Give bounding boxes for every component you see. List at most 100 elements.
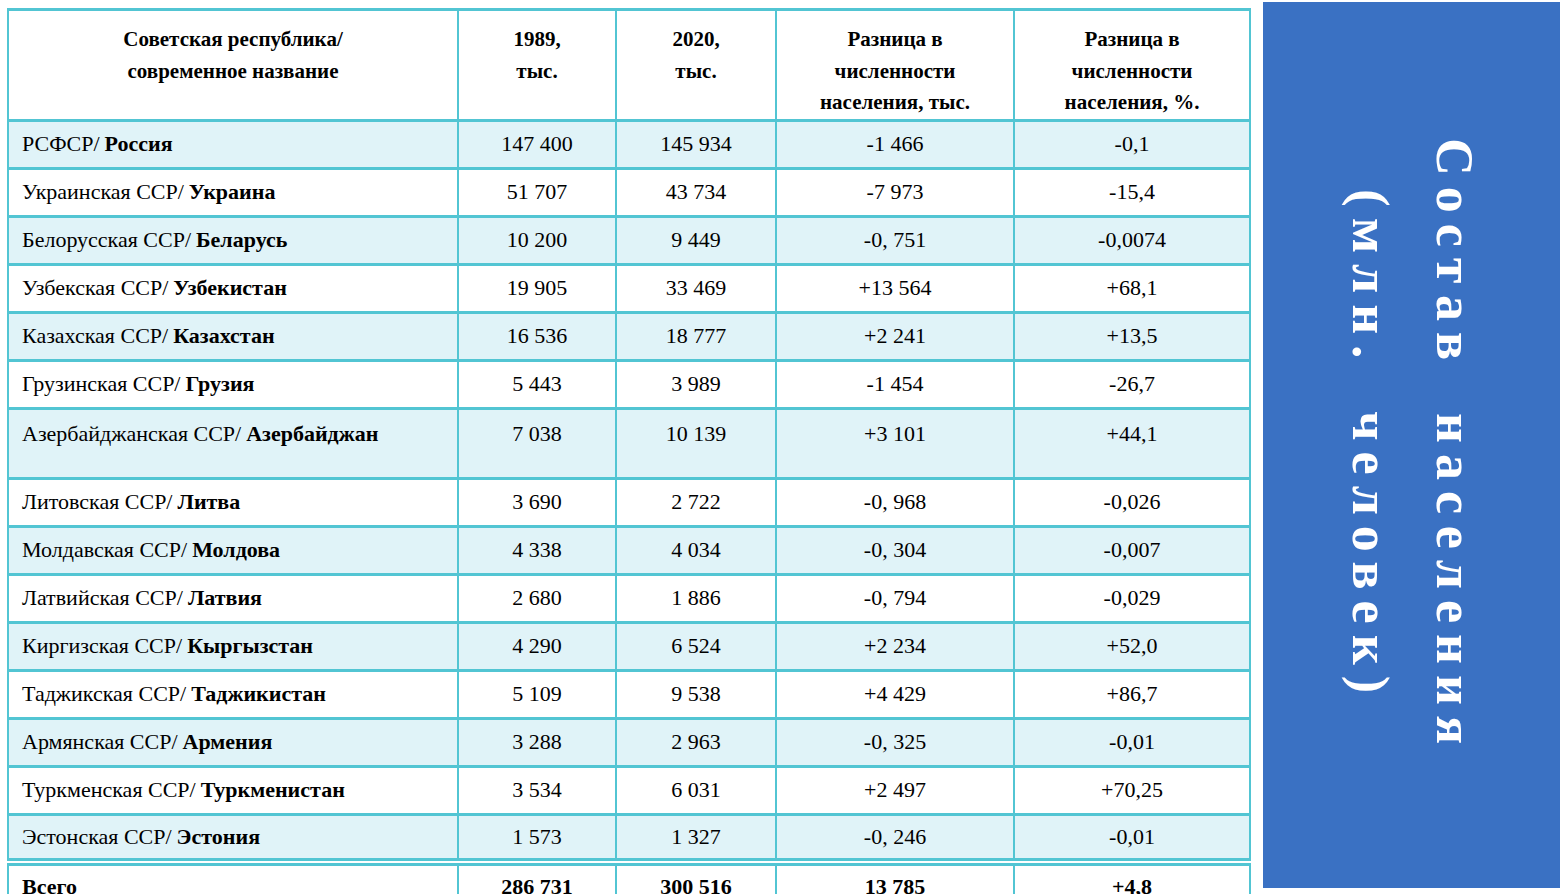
table-row: Армянская ССР/Армения3 2882 963-0, 325-0… — [8, 718, 1250, 766]
diff-thousands-cell: -0, 751 — [776, 216, 1014, 264]
diff-thousands-cell: +2 241 — [776, 312, 1014, 360]
republic-soviet-name: Туркменская ССР/ — [22, 777, 196, 802]
diff-percent-cell: -0,1 — [1014, 120, 1250, 168]
pop-1989-cell: 147 400 — [458, 120, 616, 168]
col-header-republic-line2: современное название — [15, 56, 451, 88]
republic-soviet-name: Грузинская ССР/ — [22, 371, 180, 396]
pop-1989-cell: 5 109 — [458, 670, 616, 718]
diff-percent-cell: +13,5 — [1014, 312, 1250, 360]
republic-modern-name: Узбекистан — [173, 275, 287, 300]
diff-thousands-cell: 13 785 — [776, 862, 1014, 894]
republic-cell: Украинская ССР/Украина — [8, 168, 458, 216]
pop-2020-cell: 2 722 — [616, 478, 776, 526]
diff-thousands-cell: +2 234 — [776, 622, 1014, 670]
republic-modern-name: Всего — [22, 874, 77, 894]
col-header-1989: 1989, тыс. — [458, 10, 616, 121]
pop-2020-cell: 18 777 — [616, 312, 776, 360]
table-row: Таджикская ССР/Таджикистан5 1099 538+4 4… — [8, 670, 1250, 718]
diff-percent-cell: +44,1 — [1014, 408, 1250, 478]
col-header-republic-line1: Советская республика/ — [15, 24, 451, 56]
table-row: РСФСР/Россия147 400145 934-1 466-0,1 — [8, 120, 1250, 168]
republic-soviet-name: Литовская ССР/ — [22, 489, 172, 514]
republic-cell: Узбекская ССР/Узбекистан — [8, 264, 458, 312]
republic-cell: Туркменская ССР/Туркменистан — [8, 766, 458, 814]
republic-soviet-name: Азербайджанская ССР/ — [22, 421, 241, 446]
diff-percent-cell: -0,026 — [1014, 478, 1250, 526]
col-header-1989-line1: 1989, — [465, 24, 609, 56]
republic-modern-name: Грузия — [185, 371, 254, 396]
table-row: Молдавская ССР/Молдова4 3384 034-0, 304-… — [8, 526, 1250, 574]
republic-cell: Таджикская ССР/Таджикистан — [8, 670, 458, 718]
pop-1989-cell: 16 536 — [458, 312, 616, 360]
republic-cell: Латвийская ССР/Латвия — [8, 574, 458, 622]
republic-cell: Эстонская ССР/Эстония — [8, 814, 458, 862]
pop-2020-cell: 6 524 — [616, 622, 776, 670]
republic-cell: Молдавская ССР/Молдова — [8, 526, 458, 574]
republic-modern-name: Россия — [105, 131, 173, 156]
diff-thousands-cell: +4 429 — [776, 670, 1014, 718]
pop-2020-cell: 1 886 — [616, 574, 776, 622]
sidebar-title-panel: Состав населения (млн. человек) — [1263, 2, 1560, 888]
republic-modern-name: Казахстан — [173, 323, 274, 348]
republic-cell: РСФСР/Россия — [8, 120, 458, 168]
pop-2020-cell: 10 139 — [616, 408, 776, 478]
republic-cell: Азербайджанская ССР/Азербайджан — [8, 408, 458, 478]
diff-thousands-cell: +3 101 — [776, 408, 1014, 478]
diff-percent-cell: -15,4 — [1014, 168, 1250, 216]
republic-modern-name: Туркменистан — [201, 777, 345, 802]
total-row: Всего286 731300 51613 785+4,8 — [8, 862, 1250, 894]
col-header-2020-line2: тыс. — [623, 56, 769, 88]
table-row: Казахская ССР/Казахстан16 53618 777+2 24… — [8, 312, 1250, 360]
col-header-2020: 2020, тыс. — [616, 10, 776, 121]
diff-percent-cell: -0,01 — [1014, 814, 1250, 862]
diff-percent-cell: +86,7 — [1014, 670, 1250, 718]
table-row: Литовская ССР/Литва3 6902 722-0, 968-0,0… — [8, 478, 1250, 526]
diff-thousands-cell: -7 973 — [776, 168, 1014, 216]
republic-cell: Казахская ССР/Казахстан — [8, 312, 458, 360]
col-header-republic: Советская республика/ современное назван… — [8, 10, 458, 121]
col-header-diff-thousands-text: Разница в численности населения, тыс. — [804, 24, 986, 119]
pop-2020-cell: 3 989 — [616, 360, 776, 408]
diff-percent-cell: -26,7 — [1014, 360, 1250, 408]
pop-1989-cell: 286 731 — [458, 862, 616, 894]
diff-percent-cell: +52,0 — [1014, 622, 1250, 670]
pop-1989-cell: 51 707 — [458, 168, 616, 216]
table-row: Эстонская ССР/Эстония1 5731 327-0, 246-0… — [8, 814, 1250, 862]
table-row: Украинская ССР/Украина51 70743 734-7 973… — [8, 168, 1250, 216]
pop-1989-cell: 7 038 — [458, 408, 616, 478]
table-row: Грузинская ССР/Грузия5 4433 989-1 454-26… — [8, 360, 1250, 408]
republic-modern-name: Таджикистан — [191, 681, 326, 706]
sidebar-title-line1: Состав населения — [1412, 138, 1496, 755]
sidebar-title-line2: (млн. человек) — [1327, 138, 1411, 755]
diff-percent-cell: +68,1 — [1014, 264, 1250, 312]
diff-thousands-cell: +13 564 — [776, 264, 1014, 312]
republic-modern-name: Литва — [177, 489, 240, 514]
col-header-diff-percent-text: Разница в численности населения, %. — [1042, 24, 1222, 119]
republic-cell: Грузинская ССР/Грузия — [8, 360, 458, 408]
table-row: Латвийская ССР/Латвия2 6801 886-0, 794-0… — [8, 574, 1250, 622]
table-row: Белорусская ССР/Беларусь10 2009 449-0, 7… — [8, 216, 1250, 264]
pop-1989-cell: 4 290 — [458, 622, 616, 670]
table-row: Киргизская ССР/Кыргызстан4 2906 524+2 23… — [8, 622, 1250, 670]
republic-cell: Белорусская ССР/Беларусь — [8, 216, 458, 264]
pop-1989-cell: 3 534 — [458, 766, 616, 814]
republic-soviet-name: Белорусская ССР/ — [22, 227, 191, 252]
table-body: РСФСР/Россия147 400145 934-1 466-0,1Укра… — [8, 120, 1250, 894]
diff-percent-cell: -0,007 — [1014, 526, 1250, 574]
table-header: Советская республика/ современное назван… — [8, 10, 1250, 121]
pop-2020-cell: 145 934 — [616, 120, 776, 168]
header-row: Советская республика/ современное назван… — [8, 10, 1250, 121]
republic-modern-name: Эстония — [177, 824, 260, 849]
republic-soviet-name: Узбекская ССР/ — [22, 275, 168, 300]
table-row: Азербайджанская ССР/Азербайджан7 03810 1… — [8, 408, 1250, 478]
diff-thousands-cell: -0, 325 — [776, 718, 1014, 766]
pop-1989-cell: 3 690 — [458, 478, 616, 526]
table-row: Туркменская ССР/Туркменистан3 5346 031+2… — [8, 766, 1250, 814]
slide: Советская республика/ современное назван… — [0, 0, 1560, 894]
republic-modern-name: Молдова — [192, 537, 280, 562]
republic-soviet-name: Армянская ССР/ — [22, 729, 178, 754]
col-header-2020-line1: 2020, — [623, 24, 769, 56]
col-header-diff-thousands: Разница в численности населения, тыс. — [776, 10, 1014, 121]
diff-percent-cell: -0,0074 — [1014, 216, 1250, 264]
pop-1989-cell: 4 338 — [458, 526, 616, 574]
